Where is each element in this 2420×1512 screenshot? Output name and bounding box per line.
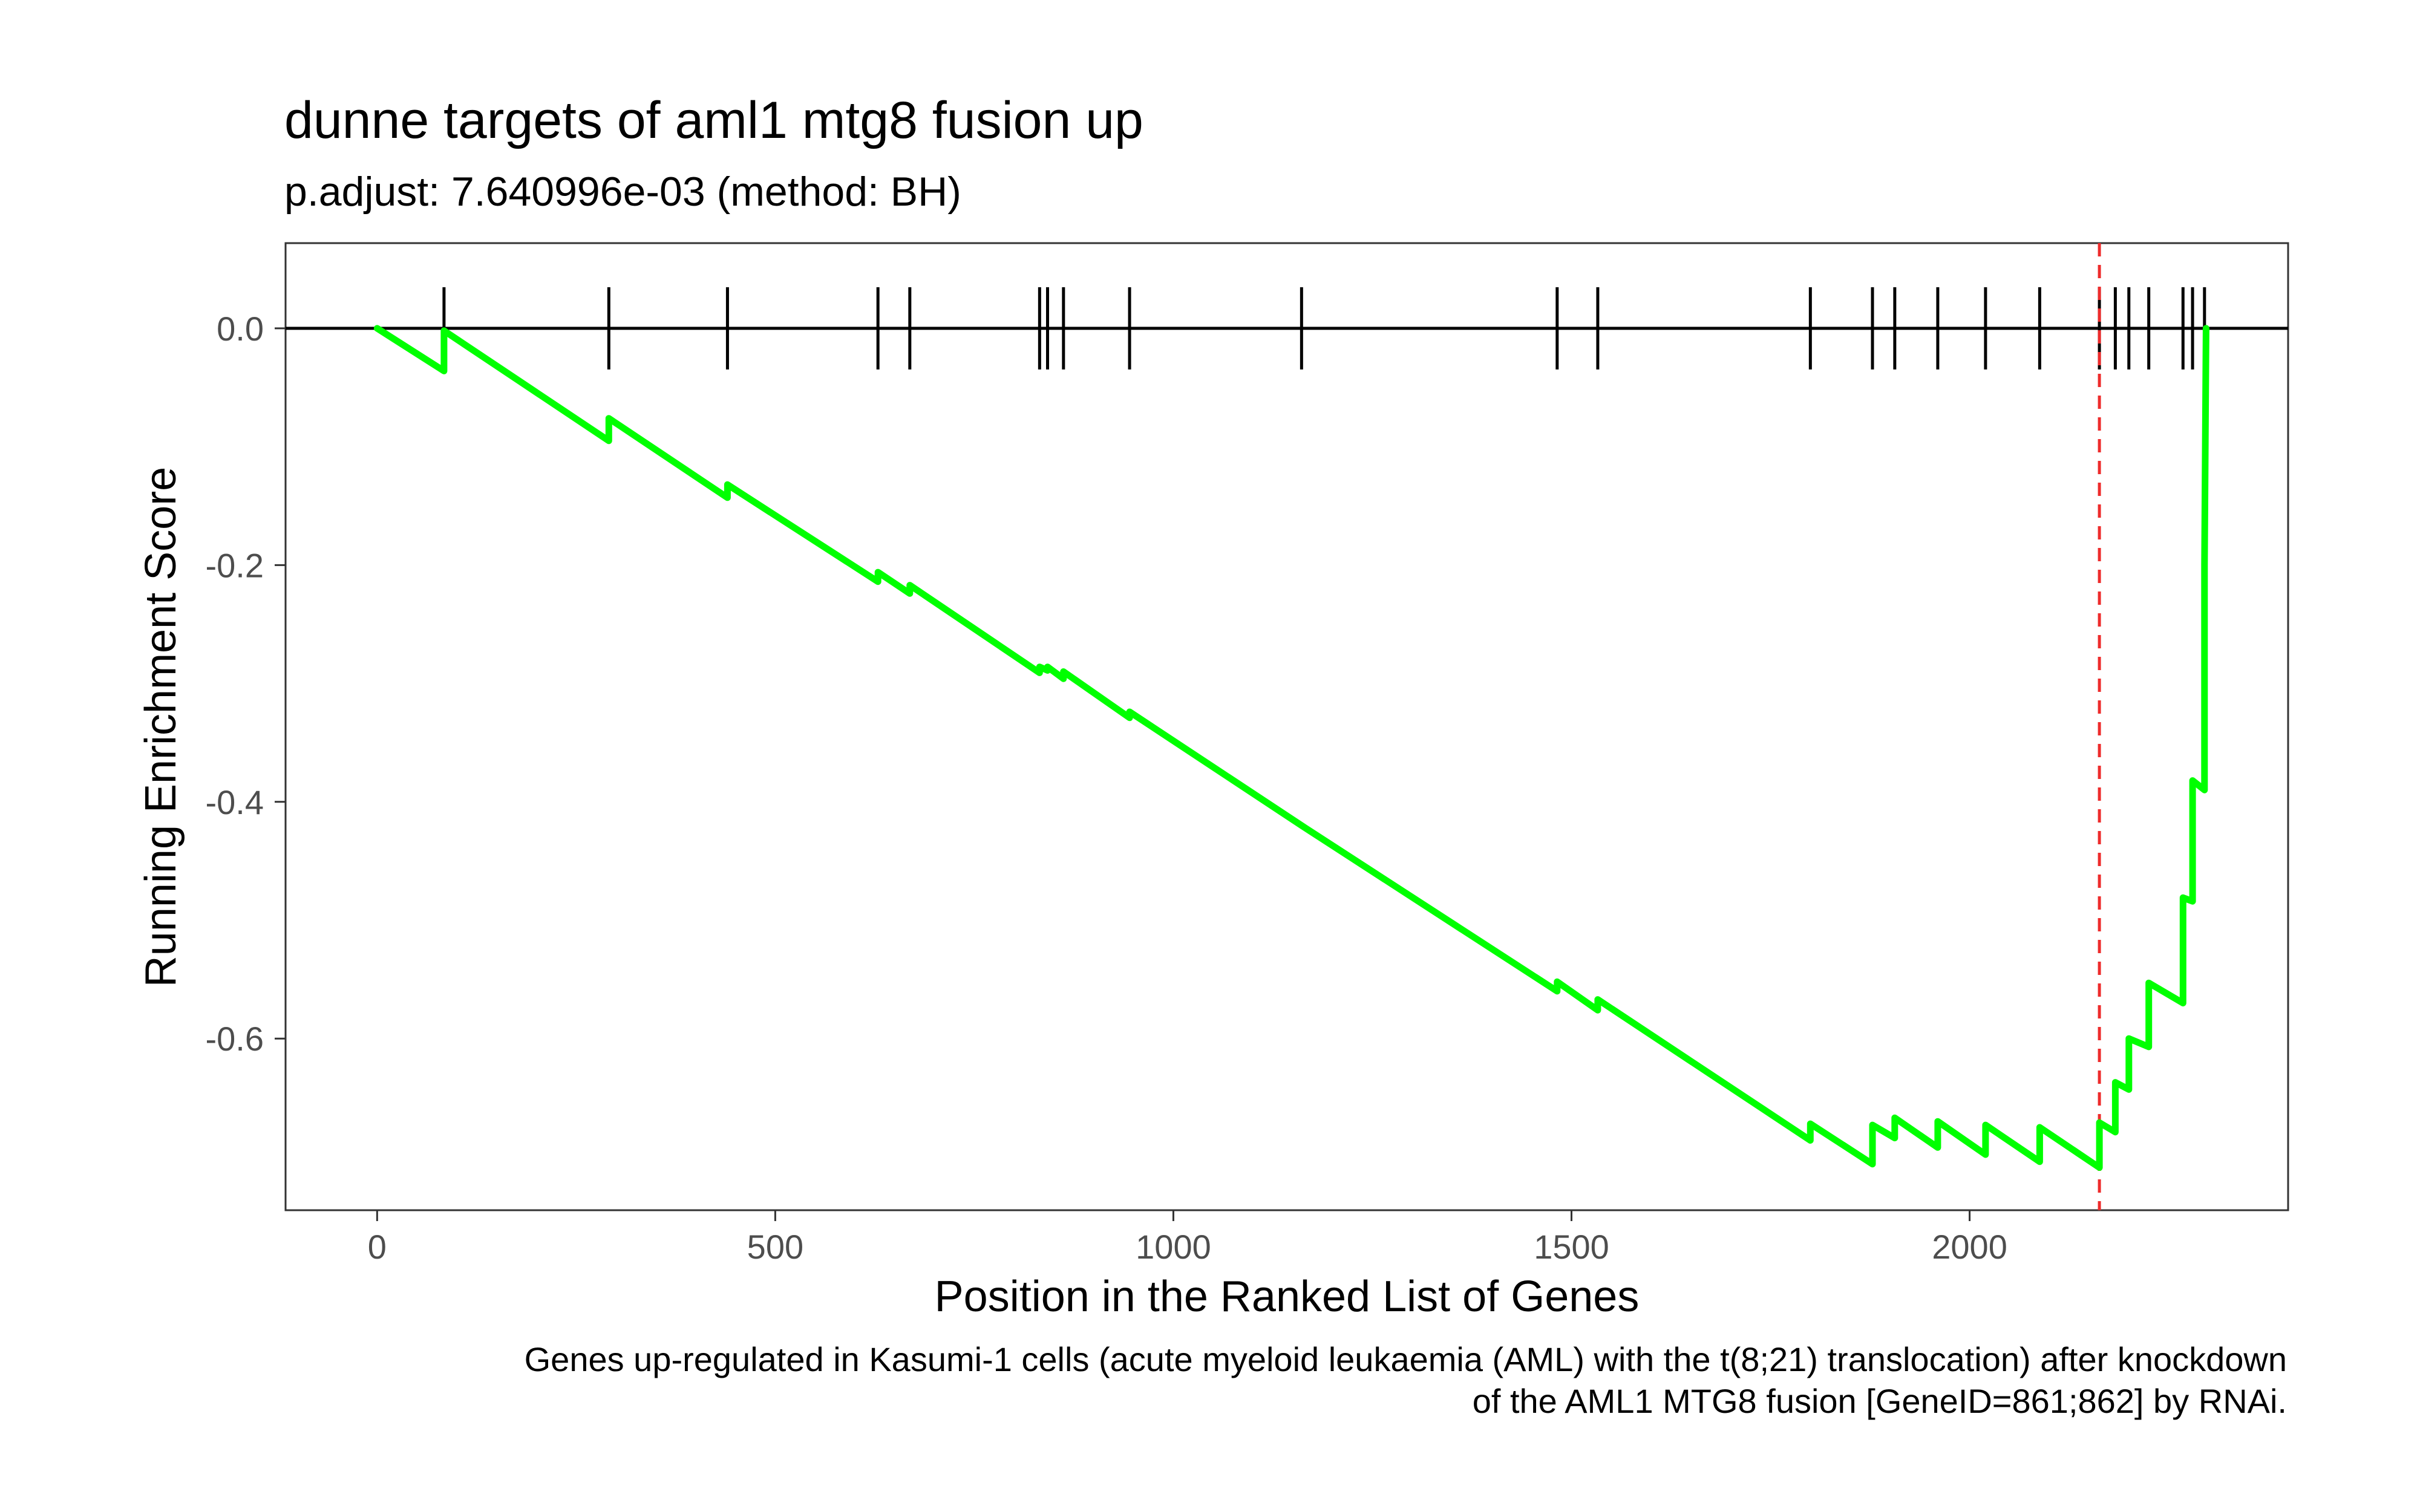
x-tick-label: 1000 — [1136, 1228, 1211, 1266]
caption-line-1: Genes up-regulated in Kasumi-1 cells (ac… — [525, 1340, 2287, 1378]
y-axis: 0.0 -0.2 -0.4 -0.6 — [206, 310, 286, 1058]
running-score-layer — [373, 243, 2209, 1210]
x-tick-label: 1500 — [1534, 1228, 1609, 1266]
plot-panel — [284, 242, 2289, 1211]
y-tick-label: 0.0 — [217, 310, 264, 348]
x-axis: 0 500 1000 1500 2000 — [368, 1210, 2007, 1266]
y-tick-label: -0.6 — [206, 1020, 264, 1058]
chart-title: dunne targets of aml1 mtg8 fusion up — [284, 91, 1143, 149]
x-tick-label: 0 — [368, 1228, 387, 1266]
x-tick-label: 2000 — [1932, 1228, 2007, 1266]
caption-line-2: of the AML1 MTG8 fusion [GeneID=861;862]… — [1473, 1382, 2287, 1420]
chart-subtitle: p.adjust: 7.640996e-03 (method: BH) — [284, 169, 961, 215]
gene-hit-ticks — [286, 287, 2288, 370]
y-tick-label: -0.2 — [206, 546, 264, 584]
y-tick-label: -0.4 — [206, 783, 264, 821]
y-axis-title: Running Enrichment Score — [137, 467, 185, 987]
x-axis-title: Position in the Ranked List of Genes — [935, 1272, 1640, 1321]
x-tick-label: 500 — [747, 1228, 803, 1266]
running-score-line — [373, 325, 2209, 1171]
